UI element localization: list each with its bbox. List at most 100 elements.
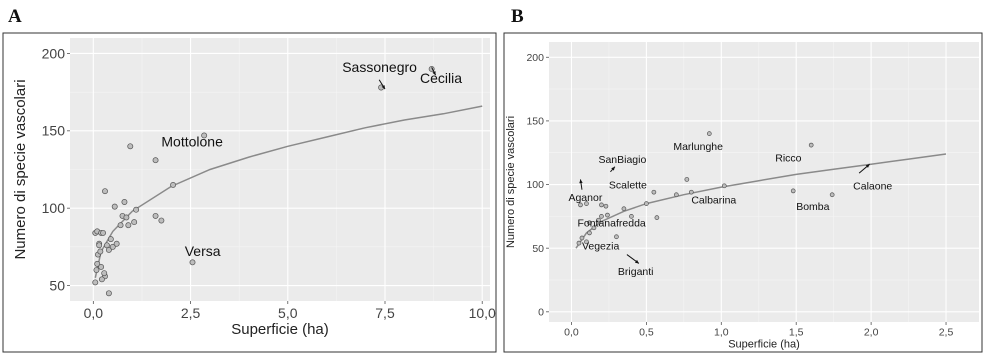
data-point (96, 242, 103, 249)
data-point (152, 157, 159, 164)
data-point (158, 217, 165, 224)
data-point (105, 290, 112, 297)
data-point (688, 189, 694, 195)
data-point (101, 270, 108, 277)
annotation-label: Scalette (609, 179, 647, 191)
data-point (596, 217, 601, 223)
data-point (587, 220, 592, 226)
data-point (584, 201, 589, 206)
annotation-label: Calbarina (691, 195, 736, 207)
fit-curve (575, 153, 947, 249)
data-point (605, 212, 610, 218)
annotation-label: Fontanafredda (577, 218, 645, 230)
y-axis-title: Numero di specie vascolari (12, 79, 29, 259)
annotation-label: SanBiagio (598, 154, 646, 166)
y-tick-label: 200 (526, 52, 544, 64)
data-point (599, 202, 604, 208)
data-point (654, 215, 660, 220)
y-tick-label: 0 (538, 306, 544, 318)
data-point (97, 248, 104, 255)
data-point (584, 239, 589, 245)
y-tick-label: 100 (42, 200, 66, 216)
annotation-label: Briganti (618, 266, 654, 278)
data-point (109, 243, 116, 250)
y-tick-label: 150 (42, 123, 66, 139)
data-point (92, 279, 99, 286)
data-point (651, 189, 657, 195)
y-axis-title: Numero di specie vascolari (505, 116, 517, 248)
x-tick-label: 0,0 (564, 327, 579, 339)
data-point (102, 188, 108, 195)
annotation-label: Marlunghe (673, 141, 723, 153)
data-point (721, 183, 727, 189)
data-point (591, 225, 597, 231)
data-point (614, 234, 619, 240)
data-point (621, 206, 627, 212)
x-tick-label: 2,0 (864, 327, 879, 339)
data-point (579, 235, 585, 241)
data-point (684, 177, 690, 182)
data-point (170, 182, 177, 188)
data-point (117, 222, 124, 229)
chart-a: 0,0 2,5 5,0 7,5 10,0 50 100 150 200 Mottolone Vers… (2, 32, 497, 353)
x-tick-label: 5,0 (278, 305, 298, 321)
data-point (674, 192, 679, 198)
annotation-label: Ricco (775, 153, 801, 165)
data-point (93, 267, 100, 274)
annotation-arrow-head (579, 179, 583, 184)
data-point (107, 236, 114, 243)
x-axis-title: Superficie (ha) (231, 321, 329, 338)
data-point (133, 206, 140, 213)
fit-curve (94, 105, 483, 278)
data-point (189, 259, 196, 266)
data-point (829, 192, 835, 198)
y-tick-label: 150 (526, 116, 544, 128)
panel-a-label: A (8, 6, 22, 27)
data-point (603, 203, 609, 209)
x-tick-label: 7,5 (375, 305, 395, 321)
data-point (644, 201, 649, 206)
data-point (152, 212, 159, 219)
x-tick-label: 1,0 (714, 327, 729, 339)
x-tick-label: 2,5 (939, 327, 954, 339)
data-point (113, 240, 120, 247)
x-tick-label: 0,0 (84, 305, 104, 321)
annotation-label: Versa (185, 243, 221, 259)
data-point (808, 142, 814, 148)
plot-background (549, 42, 979, 322)
chart-b: 0,0 0,5 1,0 1,5 2,0 2,5 0 50 100 150 200 SanBiagio S… (503, 32, 983, 353)
x-tick-label: 0,5 (639, 327, 654, 339)
data-point (125, 222, 132, 229)
annotation-label: Bomba (796, 201, 829, 213)
data-point (706, 131, 712, 136)
data-point (123, 214, 130, 221)
data-point (578, 202, 583, 208)
annotation-label: Vegezia (582, 240, 620, 252)
data-point (98, 276, 105, 283)
data-point (576, 240, 582, 246)
annotation-arrow-head (611, 166, 615, 171)
x-axis-title: Superficie (ha) (728, 339, 800, 351)
data-point (599, 214, 604, 219)
data-point (111, 203, 118, 210)
annotation-label: Sassonegro (342, 59, 417, 75)
annotation-label: Calaone (853, 181, 892, 193)
data-point (587, 230, 592, 236)
x-tick-label: 1,5 (789, 327, 804, 339)
data-point (131, 219, 138, 226)
annotation-arrow-head (634, 259, 639, 264)
data-point (121, 199, 128, 205)
annotation-arrow-head (381, 85, 385, 90)
data-point (98, 264, 105, 270)
x-tick-label: 10,0 (469, 305, 496, 321)
panel-b-label: B (511, 6, 524, 27)
annotation-label: Cecilia (420, 70, 462, 86)
data-point (790, 188, 796, 194)
data-point (127, 143, 134, 150)
data-point (201, 132, 208, 139)
y-tick-label: 50 (49, 277, 65, 293)
data-point (94, 260, 101, 267)
y-tick-label: 50 (532, 243, 544, 255)
annotation-label: Aganor (568, 192, 602, 204)
data-point (629, 214, 634, 219)
